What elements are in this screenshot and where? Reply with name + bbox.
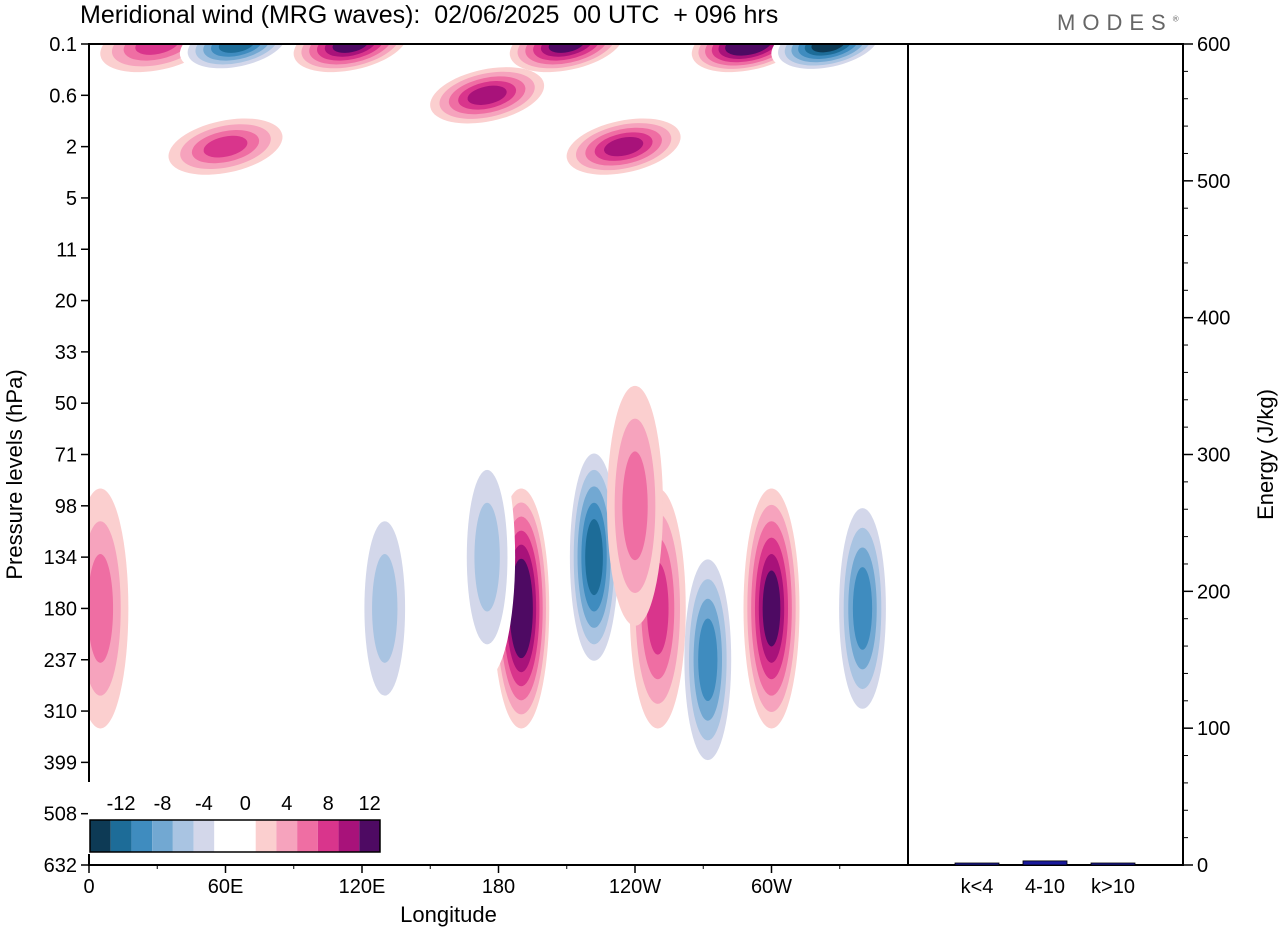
y-tick-label: 508 xyxy=(44,804,77,826)
energy-bar-chart: 0 100 200 300 400 500 600 Energy (J/kg) k<4 4-10 k… xyxy=(954,34,1278,898)
energy-tick-label: 300 xyxy=(1197,445,1230,467)
colorbar-label: 4 xyxy=(281,793,292,815)
heatmap-blob xyxy=(566,118,681,175)
chart-title: Meridional wind (MRG waves): 02/06/2025 … xyxy=(80,1,779,29)
y-tick-label: 2 xyxy=(66,137,77,159)
heatmap-blob xyxy=(293,44,408,73)
heatmap-blob xyxy=(679,539,736,780)
colorbar-swatch xyxy=(255,820,277,852)
colorbar-label: 8 xyxy=(323,793,334,815)
x-tick-label: 120W xyxy=(609,876,661,898)
colorbar-swatch xyxy=(193,820,215,852)
heatmap-blob xyxy=(607,385,663,626)
y-tick-label: 0.6 xyxy=(49,85,77,107)
x-tick-label: 120E xyxy=(339,876,386,898)
y-tick-label: 180 xyxy=(44,598,77,620)
energy-category-label: k<4 xyxy=(961,876,994,898)
energy-tick-label: 600 xyxy=(1197,34,1230,56)
colorbar-swatch xyxy=(338,820,360,852)
heatmap-blob xyxy=(89,488,129,729)
y-tick-label: 11 xyxy=(56,239,77,261)
colorbar-swatch xyxy=(276,820,298,852)
y-tick-label: 98 xyxy=(55,496,77,518)
colorbar-swatch xyxy=(131,820,153,852)
energy-category-label: 4-10 xyxy=(1025,876,1065,898)
x-tick-label: 60E xyxy=(208,876,244,898)
x-tick-label: 180 xyxy=(482,876,515,898)
y-tick-label: 71 xyxy=(55,445,77,467)
y-tick-label: 310 xyxy=(44,701,77,723)
colorbar-swatch xyxy=(297,820,318,852)
energy-tick-label: 0 xyxy=(1197,855,1208,877)
x-tick-label: 0 xyxy=(83,876,94,898)
y-tick-label: 399 xyxy=(44,752,77,774)
colorbar-label: 0 xyxy=(240,793,251,815)
y-tick-label: 50 xyxy=(55,393,77,415)
colorbar-swatch xyxy=(214,820,235,852)
energy-bar xyxy=(1022,860,1068,866)
heatmap-blob xyxy=(356,488,413,729)
energy-bar xyxy=(1090,862,1136,866)
colorbar-label: 12 xyxy=(359,793,381,815)
heatmap-blob xyxy=(168,118,283,175)
colorbar-label: -4 xyxy=(195,793,213,815)
energy-axis-title: Energy (J/kg) xyxy=(1253,389,1278,520)
energy-tick-label: 200 xyxy=(1197,581,1230,603)
energy-bar xyxy=(954,862,1000,866)
colorbar-swatch xyxy=(152,820,173,852)
modes-logo: MODES® xyxy=(1057,10,1179,35)
y-tick-label: 20 xyxy=(55,291,77,313)
colorbar-legend: -12 -8 -4 0 4 8 12 xyxy=(88,782,382,854)
bar-frame xyxy=(907,43,1184,866)
colorbar-swatch xyxy=(172,820,194,852)
heatmap-blob xyxy=(430,67,545,124)
heatmap-blob xyxy=(459,437,516,678)
heatmap-blob xyxy=(743,488,800,729)
energy-tick-label: 400 xyxy=(1197,308,1230,330)
colorbar-swatch xyxy=(90,820,111,852)
y-tick-label: 632 xyxy=(44,855,77,877)
colorbar-frame xyxy=(89,819,381,853)
y-tick-label: 5 xyxy=(66,188,77,210)
colorbar-swatch xyxy=(235,820,256,852)
colorbar-label: -8 xyxy=(154,793,172,815)
y-tick-label: 33 xyxy=(55,342,77,364)
colorbar-swatch xyxy=(110,820,132,852)
energy-category-label: k>10 xyxy=(1091,876,1135,898)
colorbar-swatch xyxy=(317,820,339,852)
x-tick-label: 60W xyxy=(751,876,792,898)
colorbar-swatch xyxy=(359,820,380,852)
y-tick-label: 237 xyxy=(44,650,77,672)
y-axis-title: Pressure levels (hPa) xyxy=(2,369,27,579)
colorbar-label: -12 xyxy=(107,793,136,815)
energy-tick-label: 500 xyxy=(1197,171,1230,193)
x-axis-title: Longitude xyxy=(400,902,497,927)
heatmap-field xyxy=(89,44,891,780)
energy-tick-label: 100 xyxy=(1197,718,1230,740)
heatmap-blob xyxy=(179,44,294,73)
y-tick-label: 134 xyxy=(44,547,77,569)
heatmap-blob xyxy=(834,488,891,729)
y-tick-label: 0.1 xyxy=(49,34,77,56)
